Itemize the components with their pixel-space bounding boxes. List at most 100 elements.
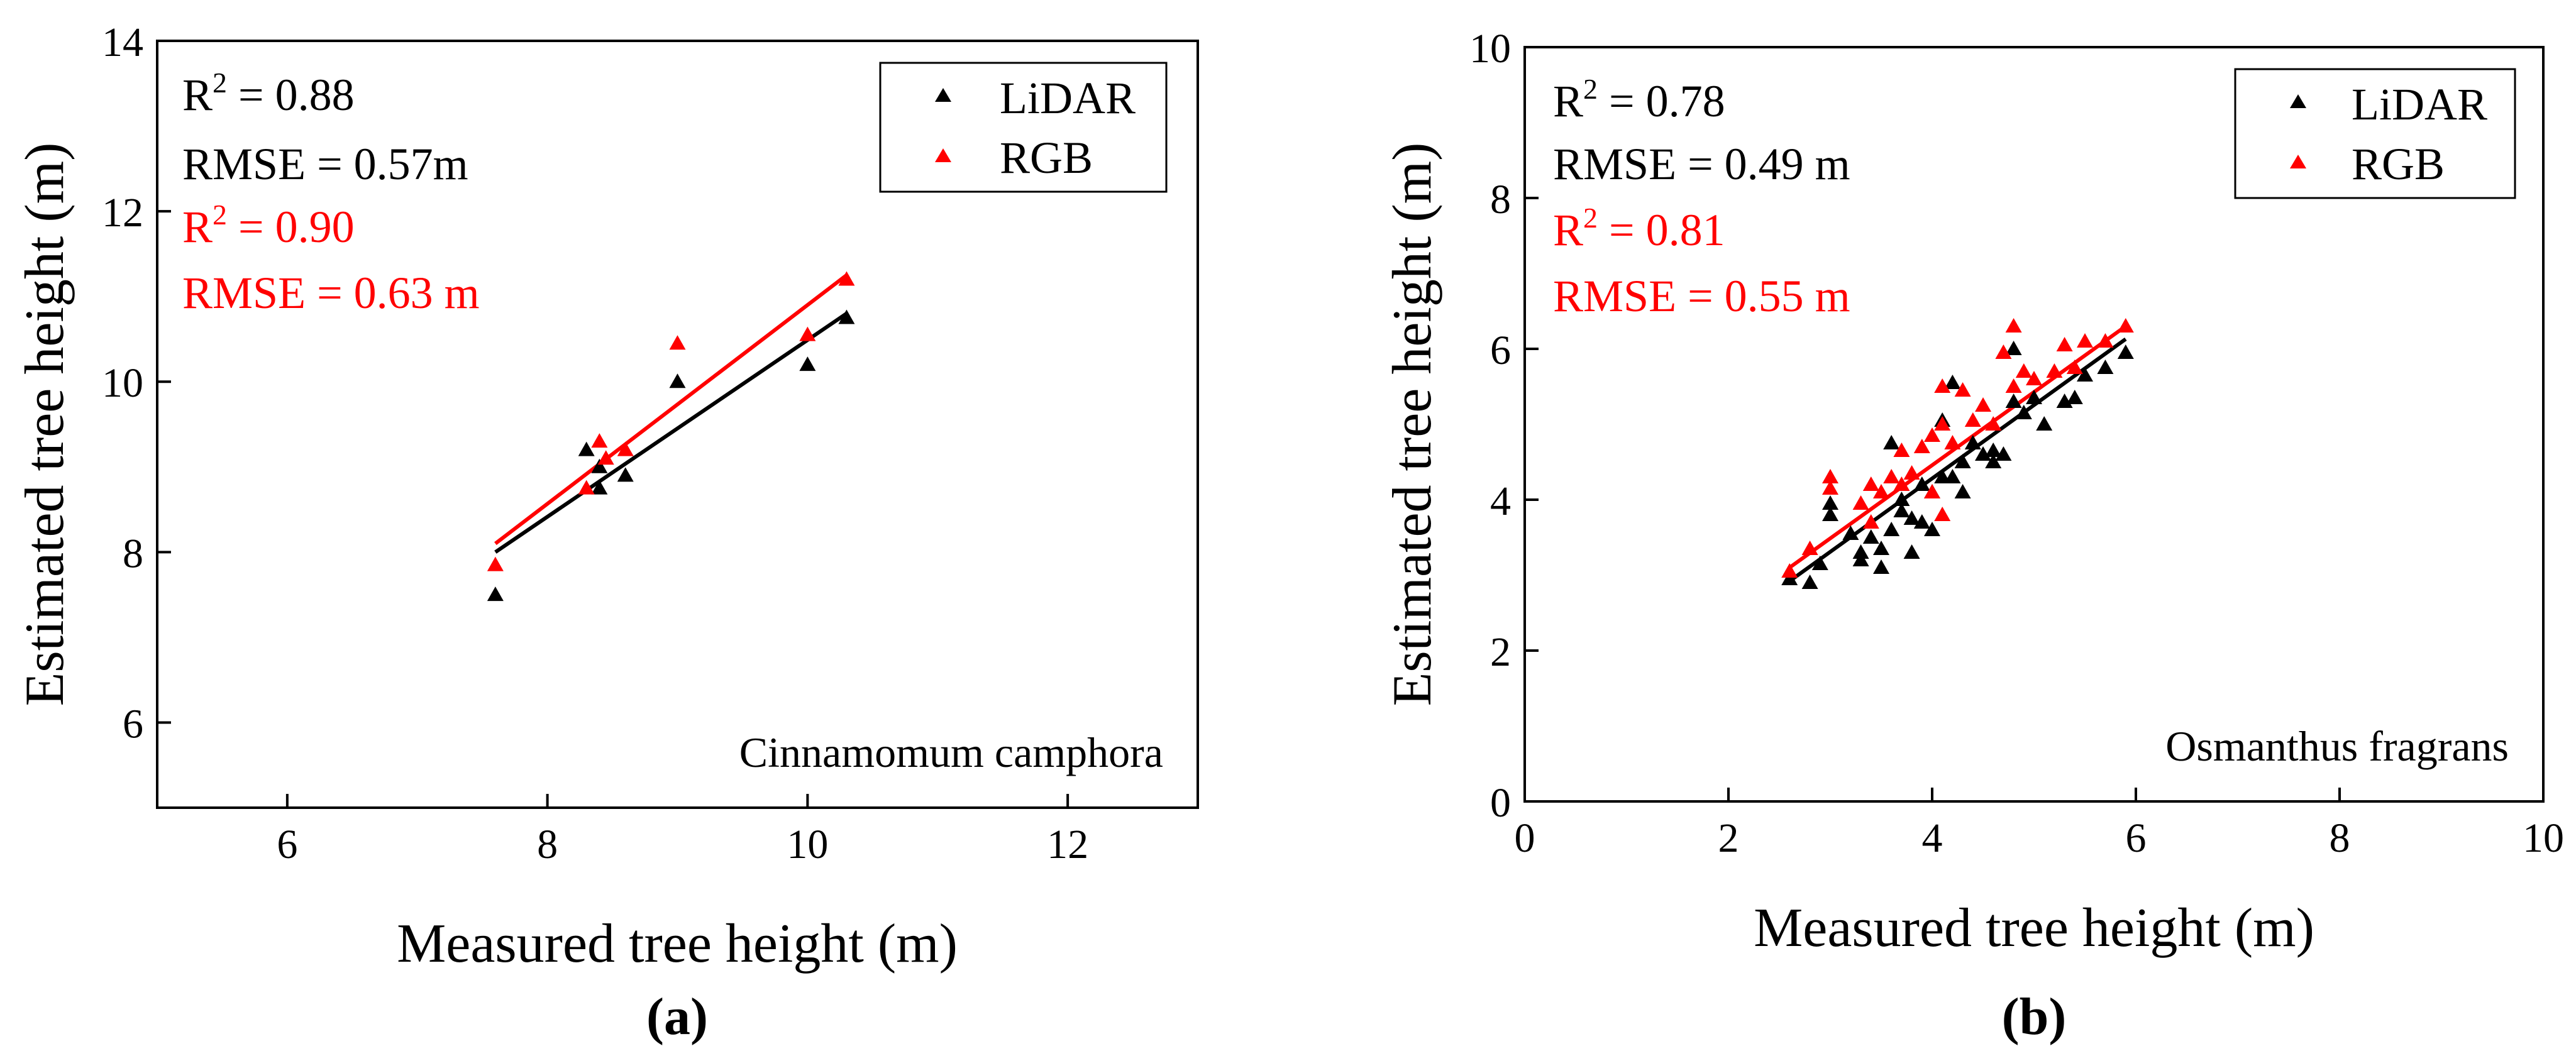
panel-b-point-rgb: [2117, 318, 2134, 333]
panel-b-point-lidar: [2026, 390, 2042, 404]
panel-b-point-rgb: [1873, 484, 1889, 498]
panel-b-point-lidar: [2117, 344, 2134, 359]
panel-b-point-lidar: [1964, 435, 1981, 449]
panel-a-y-tick-label: 12: [102, 190, 143, 236]
panel-b-point-lidar: [1985, 454, 2002, 468]
panel-b-point-lidar: [1903, 544, 1920, 559]
panel-a-point-rgb: [578, 480, 595, 495]
panel-a-y-tick-label: 6: [123, 701, 143, 747]
panel-a-stat-lidar-r2: R2 = 0.88: [182, 67, 355, 120]
panel-a-stat-rgb-r2: R2 = 0.90: [182, 199, 355, 252]
panel-b-point-rgb: [2056, 337, 2073, 351]
panel-b-point-rgb: [1995, 344, 2012, 359]
panel-b-point-rgb: [1944, 435, 1961, 449]
panel-b-point-rgb: [2005, 318, 2022, 333]
panel-b-y-tick-label: 8: [1490, 177, 1511, 223]
panel-b-point-lidar: [2097, 360, 2114, 374]
panel-b-point-lidar: [1893, 503, 1910, 517]
panel-b-point-rgb: [2015, 363, 2032, 378]
panel-b-species-annotation: Osmanthus fragrans: [2165, 722, 2509, 770]
panel-b-x-tick-label: 10: [2523, 815, 2564, 861]
panel-b-point-lidar: [1811, 556, 1828, 570]
panel-b-x-tick-label: 6: [2126, 815, 2147, 861]
panel-b-point-lidar: [1903, 510, 1920, 525]
panel-a-point-lidar: [591, 458, 608, 473]
panel-b-fit-line-lidar: [1788, 337, 2127, 583]
panel-a-fit-lines: [494, 273, 848, 554]
panel-b-point-lidar: [1924, 522, 1940, 536]
panel-b-point-lidar: [1883, 435, 1900, 449]
panel-b-stat-lidar-rmse: RMSE = 0.49 m: [1553, 139, 1850, 189]
panel-b-x-tick-label: 0: [1515, 815, 1535, 861]
panel-a-fit-line-rgb: [494, 273, 848, 546]
panel-b-point-rgb: [1822, 480, 1838, 495]
panel-a-point-rgb: [487, 556, 504, 571]
panel-a-legend-label-rgb: RGB: [1000, 133, 1093, 183]
panel-b-x-axis-label: Measured tree height (m): [1754, 898, 2314, 959]
panel-b-legend: [2234, 68, 2516, 199]
panel-a-point-rgb: [617, 441, 634, 456]
panel-b-point-lidar: [2056, 393, 2073, 408]
panel-a-point-rgb: [838, 271, 855, 286]
panel-a-legend-label-lidar: LiDAR: [1000, 73, 1136, 123]
panel-b-point-lidar: [1975, 446, 1991, 461]
panel-b-point-lidar: [1842, 525, 1859, 540]
panel-b-point-rgb: [1822, 469, 1838, 483]
panel-b-point-rgb: [1862, 476, 1879, 491]
panel-a-x-tick-label: 6: [277, 822, 297, 867]
panel-a-point-rgb: [597, 450, 614, 465]
panel-a-x-ticks: 6 8 10 12: [277, 794, 1088, 867]
panel-b-point-lidar: [1822, 507, 1838, 521]
panel-b-point-lidar: [1944, 469, 1961, 483]
panel-b-point-rgb: [2005, 378, 2022, 393]
panel-b-point-lidar: [1995, 446, 2012, 461]
panel-b-legend-marker-rgb: [2290, 155, 2306, 168]
panel-b-legend-label-lidar: LiDAR: [2352, 79, 2487, 129]
panel-a-fit-line-lidar: [494, 312, 848, 554]
panel-a-point-rgb: [669, 335, 686, 350]
panel-b-point-rgb: [1964, 412, 1981, 427]
panel-b-point-rgb: [1913, 439, 1930, 453]
panel-a-y-tick-label: 10: [102, 360, 143, 406]
panel-b-point-rgb: [2046, 363, 2063, 378]
panel-b-point-lidar: [1913, 476, 1930, 491]
panel-b-point-lidar: [1852, 552, 1869, 566]
panel-b-y-tick-label: 10: [1469, 26, 1511, 72]
panel-b-point-lidar: [1985, 443, 2002, 457]
panel-b-x-ticks: 0 2 4 6 8 10: [1515, 788, 2564, 861]
panel-b-point-lidar: [1873, 541, 1889, 555]
panel-b-stat-lidar-r2: R2 = 0.78: [1553, 73, 1725, 126]
panel-b-legend-label-rgb: RGB: [2352, 139, 2445, 189]
panel-b-point-lidar: [1883, 522, 1900, 536]
panel-b-point-lidar: [1822, 495, 1838, 510]
panel-a-chart: 6 8 10 12 14 6 8 10 12 R2 = 0.88 RMSE = 0.57m R…: [14, 19, 1199, 1046]
panel-b-point-rgb: [1781, 563, 1798, 578]
panel-b-x-tick-label: 2: [1718, 815, 1739, 861]
panel-a-legend-marker-lidar: [935, 88, 951, 102]
panel-a-y-ticks: 6 8 10 12 14: [102, 19, 171, 747]
panel-a-species-annotation: Cinnamomum camphora: [739, 729, 1163, 776]
panel-b-x-tick-label: 4: [1922, 815, 1943, 861]
panel-b-label: (b): [2002, 987, 2067, 1046]
panel-b-point-rgb: [1934, 507, 1951, 521]
panel-a-y-tick-label: 14: [102, 19, 143, 65]
panel-a-plot-frame: [156, 40, 1199, 809]
panel-b-point-rgb: [1862, 514, 1879, 529]
panel-b-point-lidar: [2005, 393, 2022, 408]
panel-a-stat-lidar-rmse: RMSE = 0.57m: [182, 139, 468, 189]
panel-b-point-lidar: [1862, 529, 1879, 544]
panel-a-y-axis-label: Estimated tree height (m): [14, 143, 75, 707]
panel-b-plot-frame: [1523, 46, 2545, 803]
panel-a-point-rgb: [799, 326, 816, 341]
panel-b-point-rgb: [1975, 397, 1991, 412]
panel-b-legend-marker-lidar: [2290, 94, 2306, 108]
panel-b-point-lidar: [1944, 375, 1961, 389]
panel-b-point-rgb: [1852, 495, 1869, 510]
panel-b-point-rgb: [1924, 427, 1940, 442]
panel-b-point-rgb: [1893, 476, 1910, 491]
panel-a-legend-marker-rgb: [935, 148, 951, 162]
panel-a-points: [487, 271, 855, 602]
panel-a-point-lidar: [617, 467, 634, 482]
